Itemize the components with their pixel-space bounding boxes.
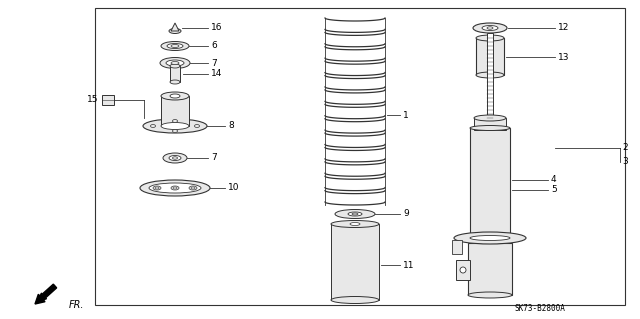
Ellipse shape [352, 213, 358, 215]
Ellipse shape [161, 122, 189, 130]
Text: 10: 10 [228, 183, 239, 192]
Ellipse shape [143, 119, 207, 133]
Ellipse shape [474, 115, 506, 121]
Ellipse shape [140, 180, 210, 196]
Ellipse shape [170, 80, 180, 84]
Ellipse shape [173, 120, 177, 122]
Ellipse shape [348, 212, 362, 216]
Text: 12: 12 [558, 24, 570, 33]
Ellipse shape [173, 157, 177, 159]
Ellipse shape [476, 72, 504, 78]
Text: 7: 7 [211, 153, 217, 162]
Text: 3: 3 [622, 158, 628, 167]
Bar [452, 240, 462, 254]
Polygon shape [171, 23, 179, 31]
Ellipse shape [171, 62, 179, 64]
Bar [487, 33, 493, 120]
Bar [468, 243, 512, 295]
Ellipse shape [331, 296, 379, 303]
Bar [470, 128, 510, 240]
Bar [474, 118, 506, 130]
Ellipse shape [460, 267, 466, 273]
Bar [170, 66, 180, 82]
Ellipse shape [166, 60, 184, 66]
Ellipse shape [163, 153, 187, 163]
Ellipse shape [167, 43, 183, 48]
Ellipse shape [335, 210, 375, 219]
Ellipse shape [454, 232, 526, 244]
Ellipse shape [171, 186, 179, 190]
Ellipse shape [149, 183, 201, 193]
Ellipse shape [150, 124, 156, 128]
Ellipse shape [161, 92, 189, 100]
Text: SK73-B2800A: SK73-B2800A [515, 304, 565, 313]
Ellipse shape [331, 220, 379, 227]
Bar [161, 96, 189, 126]
Bar [331, 224, 379, 300]
Ellipse shape [170, 94, 180, 98]
Ellipse shape [195, 124, 200, 128]
Text: 13: 13 [558, 53, 570, 62]
Ellipse shape [191, 187, 195, 189]
Text: 8: 8 [228, 122, 234, 130]
Ellipse shape [169, 155, 181, 160]
Ellipse shape [487, 27, 493, 29]
Text: 7: 7 [211, 58, 217, 68]
Ellipse shape [473, 23, 507, 33]
Ellipse shape [470, 125, 510, 130]
Text: 14: 14 [211, 70, 222, 78]
Ellipse shape [161, 41, 189, 50]
Ellipse shape [350, 222, 360, 226]
Ellipse shape [173, 130, 177, 132]
Bar [95, 8, 625, 305]
Ellipse shape [470, 235, 510, 241]
Ellipse shape [170, 64, 180, 68]
Text: 6: 6 [211, 41, 217, 50]
Text: 11: 11 [403, 261, 415, 270]
Text: FR.: FR. [69, 300, 84, 310]
Text: 5: 5 [551, 186, 557, 195]
Text: 9: 9 [403, 210, 409, 219]
Ellipse shape [468, 292, 512, 298]
Bar [456, 260, 470, 280]
Ellipse shape [482, 26, 498, 31]
Ellipse shape [155, 187, 159, 189]
Ellipse shape [153, 186, 161, 190]
Bar [476, 38, 504, 75]
FancyBboxPatch shape [102, 95, 114, 105]
Ellipse shape [189, 186, 197, 190]
Text: 4: 4 [551, 175, 557, 184]
FancyArrow shape [35, 284, 57, 304]
Text: 15: 15 [86, 95, 98, 105]
Ellipse shape [171, 44, 179, 48]
Ellipse shape [173, 187, 177, 189]
Text: 1: 1 [403, 110, 409, 120]
Ellipse shape [169, 28, 181, 33]
Ellipse shape [160, 57, 190, 69]
Ellipse shape [476, 35, 504, 41]
Text: 16: 16 [211, 24, 223, 33]
Text: 2: 2 [622, 144, 628, 152]
